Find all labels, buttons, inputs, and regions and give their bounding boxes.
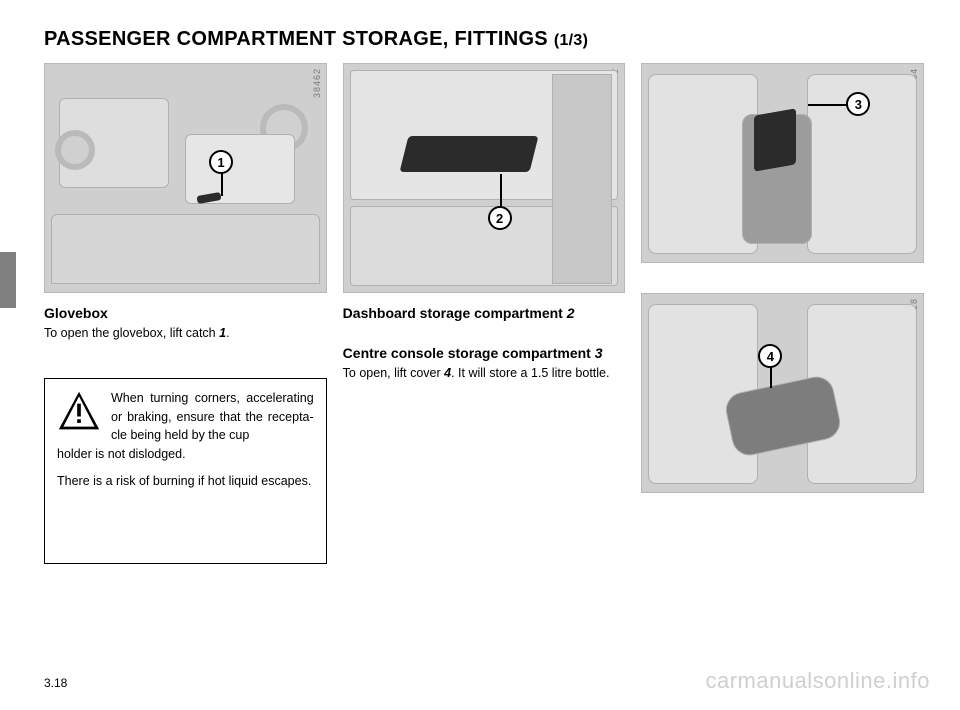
watermark: carmanualsonline.info	[705, 668, 930, 694]
heading-dashboard-storage-a: Dashboard storage compartment	[343, 305, 567, 321]
callout-1: 1	[209, 150, 233, 174]
heading-dashboard-storage-ref: 2	[567, 305, 575, 321]
text-glovebox-b: .	[226, 326, 229, 340]
callout-3-label: 3	[855, 97, 862, 112]
page-number: 3.18	[44, 676, 67, 690]
callout-1-label: 1	[217, 155, 224, 170]
manual-page: PASSENGER COMPARTMENT STORAGE, FITTINGS …	[0, 0, 960, 710]
callout-2: 2	[488, 206, 512, 230]
title-sub: (1/3)	[554, 32, 588, 49]
title-main: PASSENGER COMPARTMENT STORAGE, FITTINGS	[44, 28, 548, 50]
figure-glovebox: 38462 1	[44, 63, 327, 293]
warning-icon	[57, 389, 101, 433]
column-2: 27292 2 Dashboard storage compartment 2 …	[343, 63, 626, 564]
figure-console-cover: 34618 4	[641, 293, 924, 493]
section-tab	[0, 252, 16, 308]
warning-text-1: When turning corners, accelerating or br…	[111, 389, 314, 445]
heading-dashboard-storage: Dashboard storage compartment 2	[343, 305, 626, 321]
text-centre-console-a: To open, lift cover	[343, 366, 444, 380]
warning-text-1b: holder is not dislodged.	[57, 445, 314, 464]
column-3: 27264 3 34618 4	[641, 63, 924, 564]
callout-2-label: 2	[496, 211, 503, 226]
column-1: 38462 1 Glovebox To open the glovebox, l…	[44, 63, 327, 564]
heading-centre-console-ref: 3	[595, 345, 603, 361]
heading-centre-console-a: Centre console storage compartment	[343, 345, 595, 361]
figure-console-compartment: 27264 3	[641, 63, 924, 263]
figure-id: 38462	[312, 68, 322, 98]
warning-box: When turning corners, accelerating or br…	[44, 378, 327, 564]
figure-dashboard-storage: 27292 2	[343, 63, 626, 293]
warning-text-2: There is a risk of burning if hot liquid…	[57, 472, 314, 491]
text-glovebox: To open the glovebox, lift catch 1.	[44, 325, 327, 342]
content-columns: 38462 1 Glovebox To open the glovebox, l…	[44, 63, 924, 564]
text-centre-console: To open, lift cover 4. It will store a 1…	[343, 365, 626, 382]
page-title: PASSENGER COMPARTMENT STORAGE, FITTINGS …	[44, 28, 924, 51]
callout-4-label: 4	[767, 349, 774, 364]
text-glovebox-a: To open the glovebox, lift catch	[44, 326, 219, 340]
heading-centre-console: Centre console storage compartment 3	[343, 345, 626, 361]
heading-glovebox: Glovebox	[44, 305, 327, 321]
text-centre-console-b: . It will store a 1.5 litre bottle.	[451, 366, 609, 380]
callout-4: 4	[758, 344, 782, 368]
